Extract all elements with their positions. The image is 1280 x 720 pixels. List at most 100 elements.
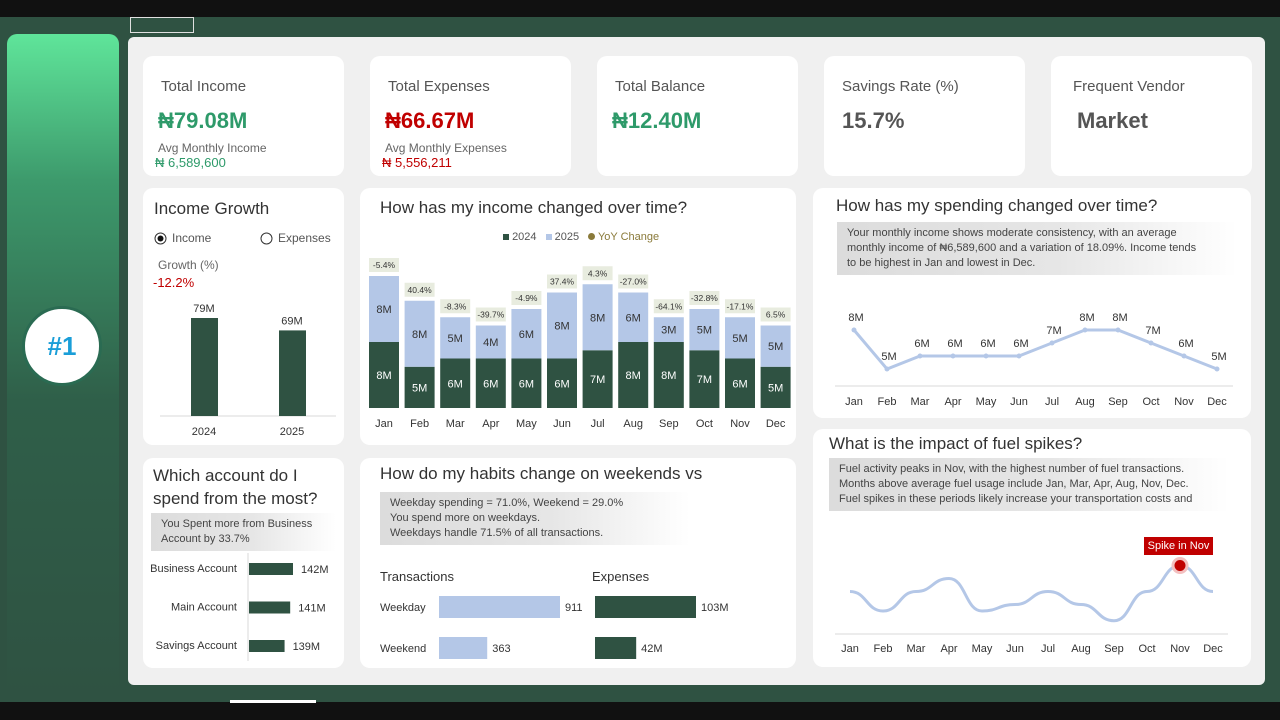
series-line — [849, 563, 1214, 623]
note-line: You spend more on weekdays. — [390, 512, 541, 524]
yoy-label: 40.4% — [408, 285, 433, 295]
tick-label: Aug — [1075, 396, 1095, 408]
data-label: 8M — [1079, 312, 1094, 324]
bar-2025 — [511, 309, 542, 359]
data-label: 7M — [1046, 325, 1061, 337]
data-label-2024: 6M — [554, 378, 569, 390]
point — [1115, 327, 1121, 333]
page-badge-label: #1 — [47, 330, 77, 361]
data-label-2024: 6M — [448, 378, 463, 390]
tick-label: Nov — [1170, 643, 1190, 655]
tick-label: Nov — [1174, 396, 1194, 408]
yoy-label: -27.0% — [620, 277, 647, 287]
kpi-sub-value: ₦ 5,556,211 — [382, 155, 452, 170]
point — [1082, 327, 1088, 333]
yoy-label: 4.3% — [588, 268, 608, 278]
kpi-value: ₦12.40M — [612, 108, 702, 133]
tick-label: Jul — [1041, 643, 1055, 655]
data-label: 363 — [492, 643, 510, 655]
data-label: 139M — [293, 641, 321, 653]
point — [983, 353, 989, 359]
data-label-2025: 8M — [412, 329, 427, 341]
data-label: 42M — [641, 643, 662, 655]
bar-2025 — [404, 300, 435, 367]
radio-expenses-label: Expenses — [278, 231, 331, 245]
bar — [249, 563, 293, 575]
yoy-label: -32.8% — [691, 293, 718, 303]
data-label: 6M — [1178, 338, 1193, 350]
bar-2024 — [511, 358, 542, 408]
data-label-2024: 8M — [626, 370, 641, 382]
weekends-chart: Weekday 911 Weekend 363 103M 42M — [380, 596, 729, 659]
tick-label: May — [516, 418, 537, 430]
chart-legend: 2024 2025 YoY Change — [503, 231, 659, 243]
spending-over-time-card: How has my spending changed over time? Y… — [813, 188, 1251, 418]
point — [950, 353, 956, 359]
income-over-time-chart: 8M 8M -5.4% Jan 5M 8M 40.4% Feb 6M 5M -8.3% Mar 6M 4M… — [369, 258, 791, 430]
sheet-tab-indicator[interactable] — [230, 700, 316, 703]
spending-note: Your monthly income shows moderate consi… — [837, 222, 1237, 275]
accounts-note: You Spent more from Business Account by … — [151, 513, 336, 551]
data-label-2025: 5M — [448, 333, 463, 345]
data-label-2024: 5M — [412, 382, 427, 394]
bar-2024 — [760, 366, 791, 408]
tick-label: Dec — [1207, 396, 1227, 408]
tick-label: Jun — [1010, 396, 1028, 408]
card-title: Income Growth — [154, 199, 270, 218]
bar-2024 — [653, 342, 684, 408]
yoy-label-bg — [689, 291, 720, 305]
point — [1049, 340, 1055, 346]
note-line: Weekday spending = 71.0%, Weekend = 29.0… — [390, 497, 624, 509]
yoy-label: 37.4% — [550, 277, 575, 287]
tick-label: Feb — [878, 396, 897, 408]
bar-2024 — [725, 358, 755, 408]
bar-2025 — [547, 292, 577, 359]
tick-label: Sep — [659, 418, 679, 430]
legend-2024-label: 2024 — [512, 231, 537, 243]
tick-label: Apr — [482, 418, 499, 430]
point — [1148, 340, 1154, 346]
tick-label: Jun — [553, 418, 571, 430]
tick-label: 2024 — [192, 426, 216, 438]
bar-2025 — [760, 325, 791, 367]
yoy-label-bg — [475, 307, 506, 322]
growth-label: Growth (%) — [158, 258, 219, 272]
bar — [279, 330, 306, 416]
tick-label: Aug — [1071, 643, 1091, 655]
data-label: 5M — [1211, 351, 1226, 363]
data-label-2024: 8M — [376, 370, 391, 382]
yoy-label-bg — [582, 266, 613, 281]
tick-label: Oct — [1138, 643, 1155, 655]
page-badge[interactable]: #1 — [22, 306, 102, 386]
income-over-time-card: How has my income changed over time? 202… — [360, 188, 796, 445]
accounts-card: Which account do I spend from the most? … — [143, 458, 344, 668]
note-line: Months above average fuel usage include … — [839, 478, 1189, 490]
note-line: Fuel activity peaks in Nov, with the hig… — [839, 463, 1185, 475]
bar-2025 — [582, 284, 613, 351]
radio-unchecked-icon — [260, 232, 273, 244]
data-label-2025: 8M — [554, 321, 569, 333]
data-label-2024: 6M — [519, 378, 534, 390]
point — [884, 366, 890, 372]
expenses-label: Expenses — [592, 569, 650, 584]
bar-2025 — [653, 317, 684, 342]
data-label: 7M — [1145, 325, 1160, 337]
note-line: to be highest in Jan and lowest in Dec. — [847, 257, 1036, 269]
data-label: 8M — [1112, 312, 1127, 324]
legend-2024: 2024 — [503, 231, 537, 243]
radio-expenses[interactable]: Expenses — [260, 231, 331, 245]
note-line: monthly income of ₦6,589,600 and a varia… — [847, 242, 1197, 254]
tick-label: Business Account — [150, 563, 237, 575]
bottom-strip — [0, 702, 1280, 720]
legend-yoy: YoY Change — [588, 231, 659, 243]
tick-label: 2025 — [280, 426, 304, 438]
yoy-label: -17.1% — [727, 301, 754, 311]
yoy-label-bg — [725, 299, 755, 314]
data-label: 69M — [281, 315, 302, 327]
radio-income[interactable]: Income — [154, 231, 211, 245]
card-title: Which account do I spend from the most? — [153, 464, 317, 510]
cell-selection[interactable] — [130, 17, 194, 33]
tick-label: May — [976, 396, 997, 408]
data-label: 6M — [947, 338, 962, 350]
data-label-2025: 6M — [626, 312, 641, 324]
